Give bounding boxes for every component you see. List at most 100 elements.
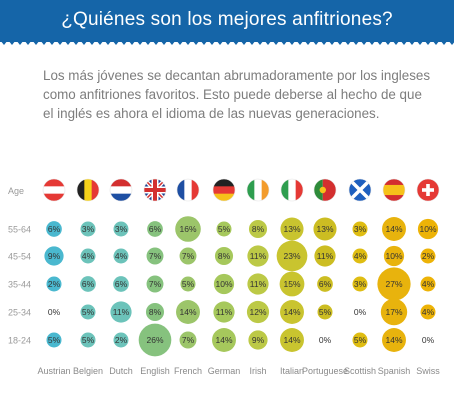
bubble-value-label: 4% [422,307,435,317]
spain-flag-icon [382,178,406,202]
bubble [420,304,436,320]
bubble [352,248,368,264]
column-label: German [208,366,241,376]
bubble-value-label: 11% [317,251,334,261]
bubble [46,276,62,292]
row-label: 25-34 [8,308,31,318]
bubble [146,247,164,265]
bubble-value-label: 7% [182,335,195,345]
bubble [317,276,333,292]
bubble-value-label: 4% [422,279,435,289]
bubble-value-label: 27% [385,279,402,289]
column-label: Scottish [344,366,376,376]
bubble [113,332,129,348]
bubble-value-label: 5% [82,307,95,317]
column-label: Belgien [73,366,103,376]
row-label: 45-54 [8,252,31,262]
bubble [46,221,62,237]
column-label: Spanish [378,366,411,376]
bubble-value-label: 13% [283,224,300,234]
column-label: Italian [280,366,304,376]
bubble [213,301,235,323]
bubble-value-label: 10% [385,251,402,261]
bubble [420,248,436,264]
bubble-value-label: 23% [283,251,300,261]
bubble [276,240,308,272]
bubble [147,221,163,237]
bubble-value-label: 7% [182,251,195,261]
bubble [80,221,96,237]
bubble-value-label: 3% [115,224,128,234]
bubble [80,276,96,292]
bubble [80,248,96,264]
bubble [352,332,368,348]
bubble [382,217,406,241]
bubble-value-label: 0% [319,335,332,345]
bubble-value-label: 8% [252,224,265,234]
bubble-value-label: 11% [113,307,130,317]
bubble [214,246,234,266]
bubble [246,300,270,324]
bubble-value-label: 2% [48,279,61,289]
bubble [352,276,368,292]
bubble [317,304,333,320]
page-title: ¿Quiénes son los mejores anfitriones? [61,9,393,30]
austria-flag-icon [42,178,66,202]
bubble-value-label: 14% [215,335,232,345]
bubble [146,275,164,293]
bubble-value-label: 10% [215,279,232,289]
age-axis-label: Age [8,186,24,196]
bubble-value-label: 3% [354,279,367,289]
bubble-value-label: 8% [149,307,162,317]
bubble [417,218,439,240]
header-banner: ¿Quiénes son los mejores anfitriones? [0,0,454,42]
france-flag-icon [176,178,200,202]
bubble [314,245,336,267]
bubble [247,273,269,295]
bubble [380,298,408,326]
bubble [175,216,201,242]
bubble-value-label: 16% [179,224,196,234]
bubble-value-label: 9% [252,335,265,345]
row-label: 35-44 [8,280,31,290]
bubble-value-label: 7% [149,251,162,261]
bubble [179,247,197,265]
bubble-value-label: 14% [385,335,402,345]
bubble-value-label: 4% [115,251,128,261]
netherlands-flag-icon [109,178,133,202]
portugal-flag-icon [313,178,337,202]
column-label: Dutch [109,366,133,376]
bubble-value-label: 14% [283,335,300,345]
column-label: Austrian [37,366,70,376]
bubble-value-label: 11% [250,279,267,289]
bubble [377,267,411,301]
bubble [46,332,62,348]
bubble [212,328,236,352]
belgium-flag-icon [76,178,100,202]
column-label: English [140,366,170,376]
bubble [113,248,129,264]
bubble-value-label: 14% [385,224,402,234]
bubble [145,302,165,322]
bubble-value-label: 2% [422,251,435,261]
bubble-value-label: 4% [354,251,367,261]
bubble-value-label: 5% [182,279,195,289]
bubble-value-label: 3% [354,224,367,234]
germany-flag-icon [212,178,236,202]
bubble [382,328,406,352]
row-label: 55-64 [8,225,31,235]
bubble [113,221,129,237]
bubble-value-label: 10% [419,224,436,234]
bubble [138,323,172,357]
italy-flag-icon [280,178,304,202]
column-label: French [174,366,202,376]
bubble [248,219,268,239]
ireland-flag-icon [246,178,270,202]
bubble-value-label: 9% [48,251,61,261]
bubble-value-label: 5% [48,335,61,345]
bubble-value-label: 6% [115,279,128,289]
bubble-value-label: 11% [250,251,267,261]
bubble-value-label: 0% [48,307,61,317]
bubble [44,246,64,266]
